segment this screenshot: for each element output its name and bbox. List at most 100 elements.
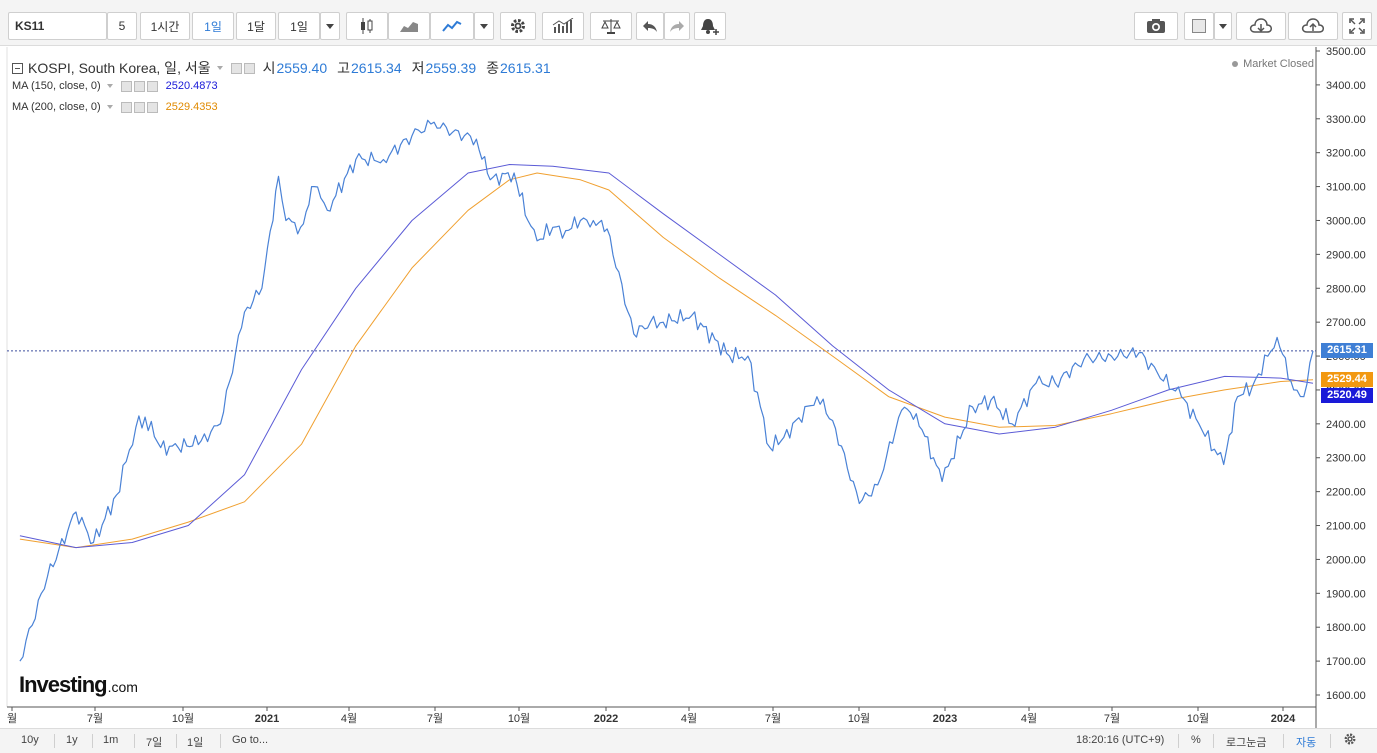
chevron-down-icon [480, 23, 488, 29]
status-dot-icon [1232, 61, 1239, 67]
market-status-text: Market Closed [1243, 58, 1314, 70]
low-label: 저 [411, 60, 425, 76]
range-1y-button[interactable]: 1y [66, 734, 78, 746]
price-tick-label: 3200.00 [1326, 148, 1366, 160]
divider [176, 734, 177, 748]
line-chart-button[interactable] [430, 12, 474, 40]
area-chart-icon [400, 22, 418, 32]
divider [54, 734, 55, 748]
interval-dropdown-label: 1일 [290, 19, 308, 34]
redo-icon [670, 21, 684, 32]
candlestick-chart-button[interactable] [346, 12, 388, 40]
price-tick-label: 2700.00 [1326, 317, 1366, 329]
auto-scale-toggle[interactable]: 자동 [1296, 737, 1317, 749]
price-tick-label: 1900.00 [1326, 588, 1366, 600]
indicators-button[interactable] [542, 12, 584, 40]
close-icon[interactable] [146, 101, 158, 113]
range-1d-button[interactable]: 1일 [187, 737, 204, 749]
fullscreen-button[interactable] [1342, 12, 1372, 40]
visibility-icon[interactable] [230, 62, 242, 74]
chevron-down-icon[interactable] [216, 66, 223, 70]
camera-icon [1147, 19, 1165, 33]
plot-area [7, 47, 1316, 707]
chevron-down-icon[interactable] [106, 105, 113, 109]
divider [92, 734, 93, 748]
time-tick-label: 4월 [341, 712, 357, 725]
range-10y-button[interactable]: 10y [21, 734, 39, 746]
open-label: 시 [262, 60, 276, 76]
goto-date-button[interactable]: Go to... [232, 734, 269, 746]
market-status: Market Closed [1232, 58, 1314, 70]
price-chart[interactable]: 1600.00 1700.00 1800.00 1900.00 2000.00 2100.… [0, 0, 1377, 728]
percent-scale-toggle[interactable]: % [1191, 734, 1201, 746]
divider [1330, 734, 1331, 748]
time-tick-label: 10월 [1187, 712, 1209, 725]
price-axis: 1600.00 1700.00 1800.00 1900.00 2000.00 2100.… [1316, 46, 1366, 702]
settings-small-icon[interactable] [133, 80, 145, 92]
interval-dropdown-value[interactable]: 1일 [278, 12, 320, 40]
high-label: 고 [337, 60, 350, 76]
close-icon[interactable] [146, 80, 158, 92]
price-tick-label: 2400.00 [1326, 419, 1366, 431]
range-7d-button[interactable]: 7일 [146, 737, 163, 749]
divider [1213, 734, 1214, 748]
price-tick-label: 3300.00 [1326, 114, 1366, 126]
interval-5min-button[interactable]: 5 [107, 12, 137, 40]
compare-button[interactable] [590, 12, 632, 40]
main-legend: KOSPI, South Korea, 일, 서울 시 2559.40 고 26… [12, 58, 561, 78]
price-tick-label: 3100.00 [1326, 182, 1366, 194]
area-chart-button[interactable] [388, 12, 430, 40]
settings-small-icon[interactable] [243, 62, 255, 74]
interval-dropdown-button[interactable] [320, 12, 340, 40]
close-value: 2615.31 [500, 60, 551, 76]
last-price-tag: 2615.31 [1321, 343, 1373, 358]
clock-display: 18:20:16 (UTC+9) [1076, 734, 1165, 746]
color-picker-button[interactable] [1184, 12, 1214, 40]
collapse-legend-icon[interactable] [12, 62, 23, 74]
symbol-search-box[interactable]: KS11 [8, 12, 107, 40]
price-tick-label: 2300.00 [1326, 453, 1366, 465]
ma150-legend: MA (150, close, 0) 2520.4873 [12, 80, 218, 92]
divider [220, 734, 221, 748]
settings-small-icon[interactable] [133, 101, 145, 113]
investing-logo: Investing .com [19, 672, 138, 698]
ma200-price-tag: 2529.44 [1321, 372, 1373, 387]
screenshot-button[interactable] [1134, 12, 1178, 40]
price-tick-label: 2200.00 [1326, 487, 1366, 499]
interval-1month-label: 1달 [247, 19, 265, 34]
range-1m-button[interactable]: 1m [103, 734, 119, 746]
open-value: 2559.40 [276, 60, 328, 76]
candlestick-icon [361, 18, 373, 34]
close-label: 종 [486, 60, 499, 76]
time-tick-label: 4월 [681, 712, 697, 725]
indicators-icon [552, 18, 574, 33]
visibility-icon[interactable] [120, 80, 132, 92]
gear-icon[interactable] [1343, 732, 1357, 749]
log-scale-toggle[interactable]: 로그눈금 [1226, 737, 1267, 749]
ma150-line [19, 164, 1314, 549]
time-tick-label: 10월 [848, 712, 870, 725]
price-tick-label: 3500.00 [1326, 46, 1366, 58]
gear-icon [511, 19, 525, 33]
settings-button[interactable] [500, 12, 536, 40]
save-chart-button[interactable] [1288, 12, 1338, 40]
visibility-icon[interactable] [120, 101, 132, 113]
chevron-down-icon[interactable] [106, 84, 113, 88]
price-tick-label: 3400.00 [1326, 80, 1366, 92]
interval-1hour-button[interactable]: 1시간 [140, 12, 190, 40]
create-alert-button[interactable] [694, 12, 726, 40]
undo-button[interactable] [636, 12, 664, 40]
logo-brand: Investing [19, 672, 108, 697]
load-chart-button[interactable] [1236, 12, 1286, 40]
ma150-label: MA (150, close, 0) [12, 80, 101, 92]
time-tick-label: 7월 [87, 712, 103, 725]
redo-button[interactable] [664, 12, 690, 40]
interval-1day-label: 1일 [204, 19, 222, 34]
time-tick-label: 2024 [1271, 713, 1296, 725]
color-dropdown-button[interactable] [1214, 12, 1232, 40]
price-tick-label: 2000.00 [1326, 554, 1366, 566]
expand-icon [1349, 18, 1365, 34]
interval-1day-button[interactable]: 1일 [192, 12, 234, 40]
chart-type-dropdown-button[interactable] [474, 12, 494, 40]
interval-1month-button[interactable]: 1달 [236, 12, 276, 40]
